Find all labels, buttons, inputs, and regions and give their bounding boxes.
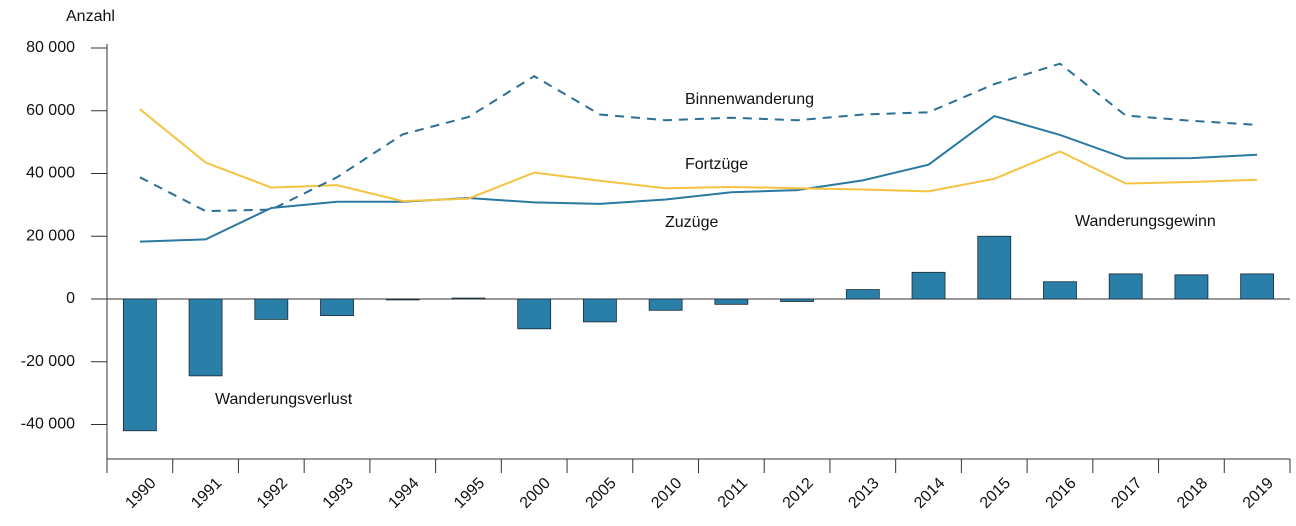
bar xyxy=(583,298,617,323)
x-tick-label: 2011 xyxy=(715,475,751,511)
x-tick-label: 2012 xyxy=(780,475,817,512)
bar xyxy=(320,298,354,317)
y-tick-label: -40 000 xyxy=(21,416,75,433)
bar xyxy=(1043,281,1077,300)
bar xyxy=(780,298,814,302)
series-label: Binnenwanderung xyxy=(685,91,814,108)
x-tick-label: 2000 xyxy=(517,475,554,512)
bar xyxy=(517,298,552,330)
y-tick-label: 40 000 xyxy=(26,165,75,182)
x-tick-label: 1992 xyxy=(254,475,291,512)
x-tick-label: 1993 xyxy=(320,475,357,512)
y-tick-label: -20 000 xyxy=(21,353,75,370)
x-tick-label: 1994 xyxy=(385,475,422,512)
x-tick-label: 2019 xyxy=(1240,475,1277,512)
bar xyxy=(714,298,749,305)
bar xyxy=(1240,273,1275,300)
series-label: Wanderungsgewinn xyxy=(1075,213,1216,230)
x-tick-label: 2010 xyxy=(648,475,685,512)
bar xyxy=(385,298,420,301)
y-axis-title: Anzahl xyxy=(66,8,115,25)
x-tick-label: 1991 xyxy=(188,475,225,512)
x-tick-label: 2005 xyxy=(583,475,620,512)
annotation: Wanderungsverlust xyxy=(215,391,353,408)
bar xyxy=(188,298,223,377)
y-tick-label: 0 xyxy=(66,290,75,307)
x-tick-label: 1995 xyxy=(451,475,488,512)
line xyxy=(139,62,1258,213)
y-tick-label: 60 000 xyxy=(26,102,75,119)
series-label: Fortzüge xyxy=(685,156,748,173)
x-tick-label: 1990 xyxy=(122,475,159,512)
y-tick-label: 20 000 xyxy=(26,227,75,244)
bar xyxy=(1174,274,1209,300)
bar xyxy=(1108,273,1143,300)
x-tick-label: 2016 xyxy=(1043,475,1080,512)
x-tick-label: 2018 xyxy=(1174,475,1211,512)
bar xyxy=(254,298,289,320)
x-tick-label: 2014 xyxy=(911,475,948,512)
x-tick-label: 2015 xyxy=(977,475,1014,512)
line xyxy=(139,115,1258,243)
bar xyxy=(845,289,880,300)
x-tick-label: 2013 xyxy=(845,475,882,512)
bar xyxy=(451,297,486,300)
bar xyxy=(122,298,157,432)
y-tick-label: 80 000 xyxy=(26,39,75,56)
bar xyxy=(648,298,683,311)
series-label: Zuzüge xyxy=(665,214,718,231)
x-tick-label: 2017 xyxy=(1108,475,1145,512)
bar xyxy=(977,235,1012,300)
line xyxy=(139,108,1258,203)
bar xyxy=(911,271,946,300)
